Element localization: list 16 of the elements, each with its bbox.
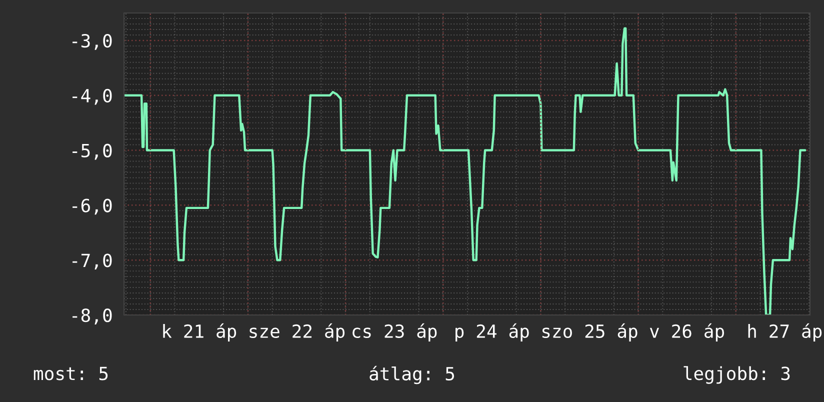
y-tick-label: -4,0 (72, 88, 112, 105)
x-tick-label: szo 25 áp (542, 323, 638, 342)
y-tick-label: -8,0 (72, 308, 112, 324)
text: átlag: 5 (370, 366, 454, 384)
x-tick-label: cs 23 áp (352, 323, 437, 342)
text: legjobb: 3 (684, 366, 790, 384)
x-tick-label: v 26 áp (650, 323, 724, 342)
y-tick-label: -5,0 (72, 144, 112, 160)
x-tick-label: h 27 áp (748, 323, 822, 342)
y-tick-label: -3,0 (72, 34, 112, 50)
y-tick-label: -6,0 (72, 198, 112, 215)
x-tick-label: k 21 áp (163, 323, 236, 342)
y-tick-label: -7,0 (72, 254, 112, 270)
text: most: 5 (34, 366, 108, 380)
x-tick-label: p 24 áp (456, 323, 529, 342)
x-tick-label: sze 22 áp (250, 323, 345, 342)
